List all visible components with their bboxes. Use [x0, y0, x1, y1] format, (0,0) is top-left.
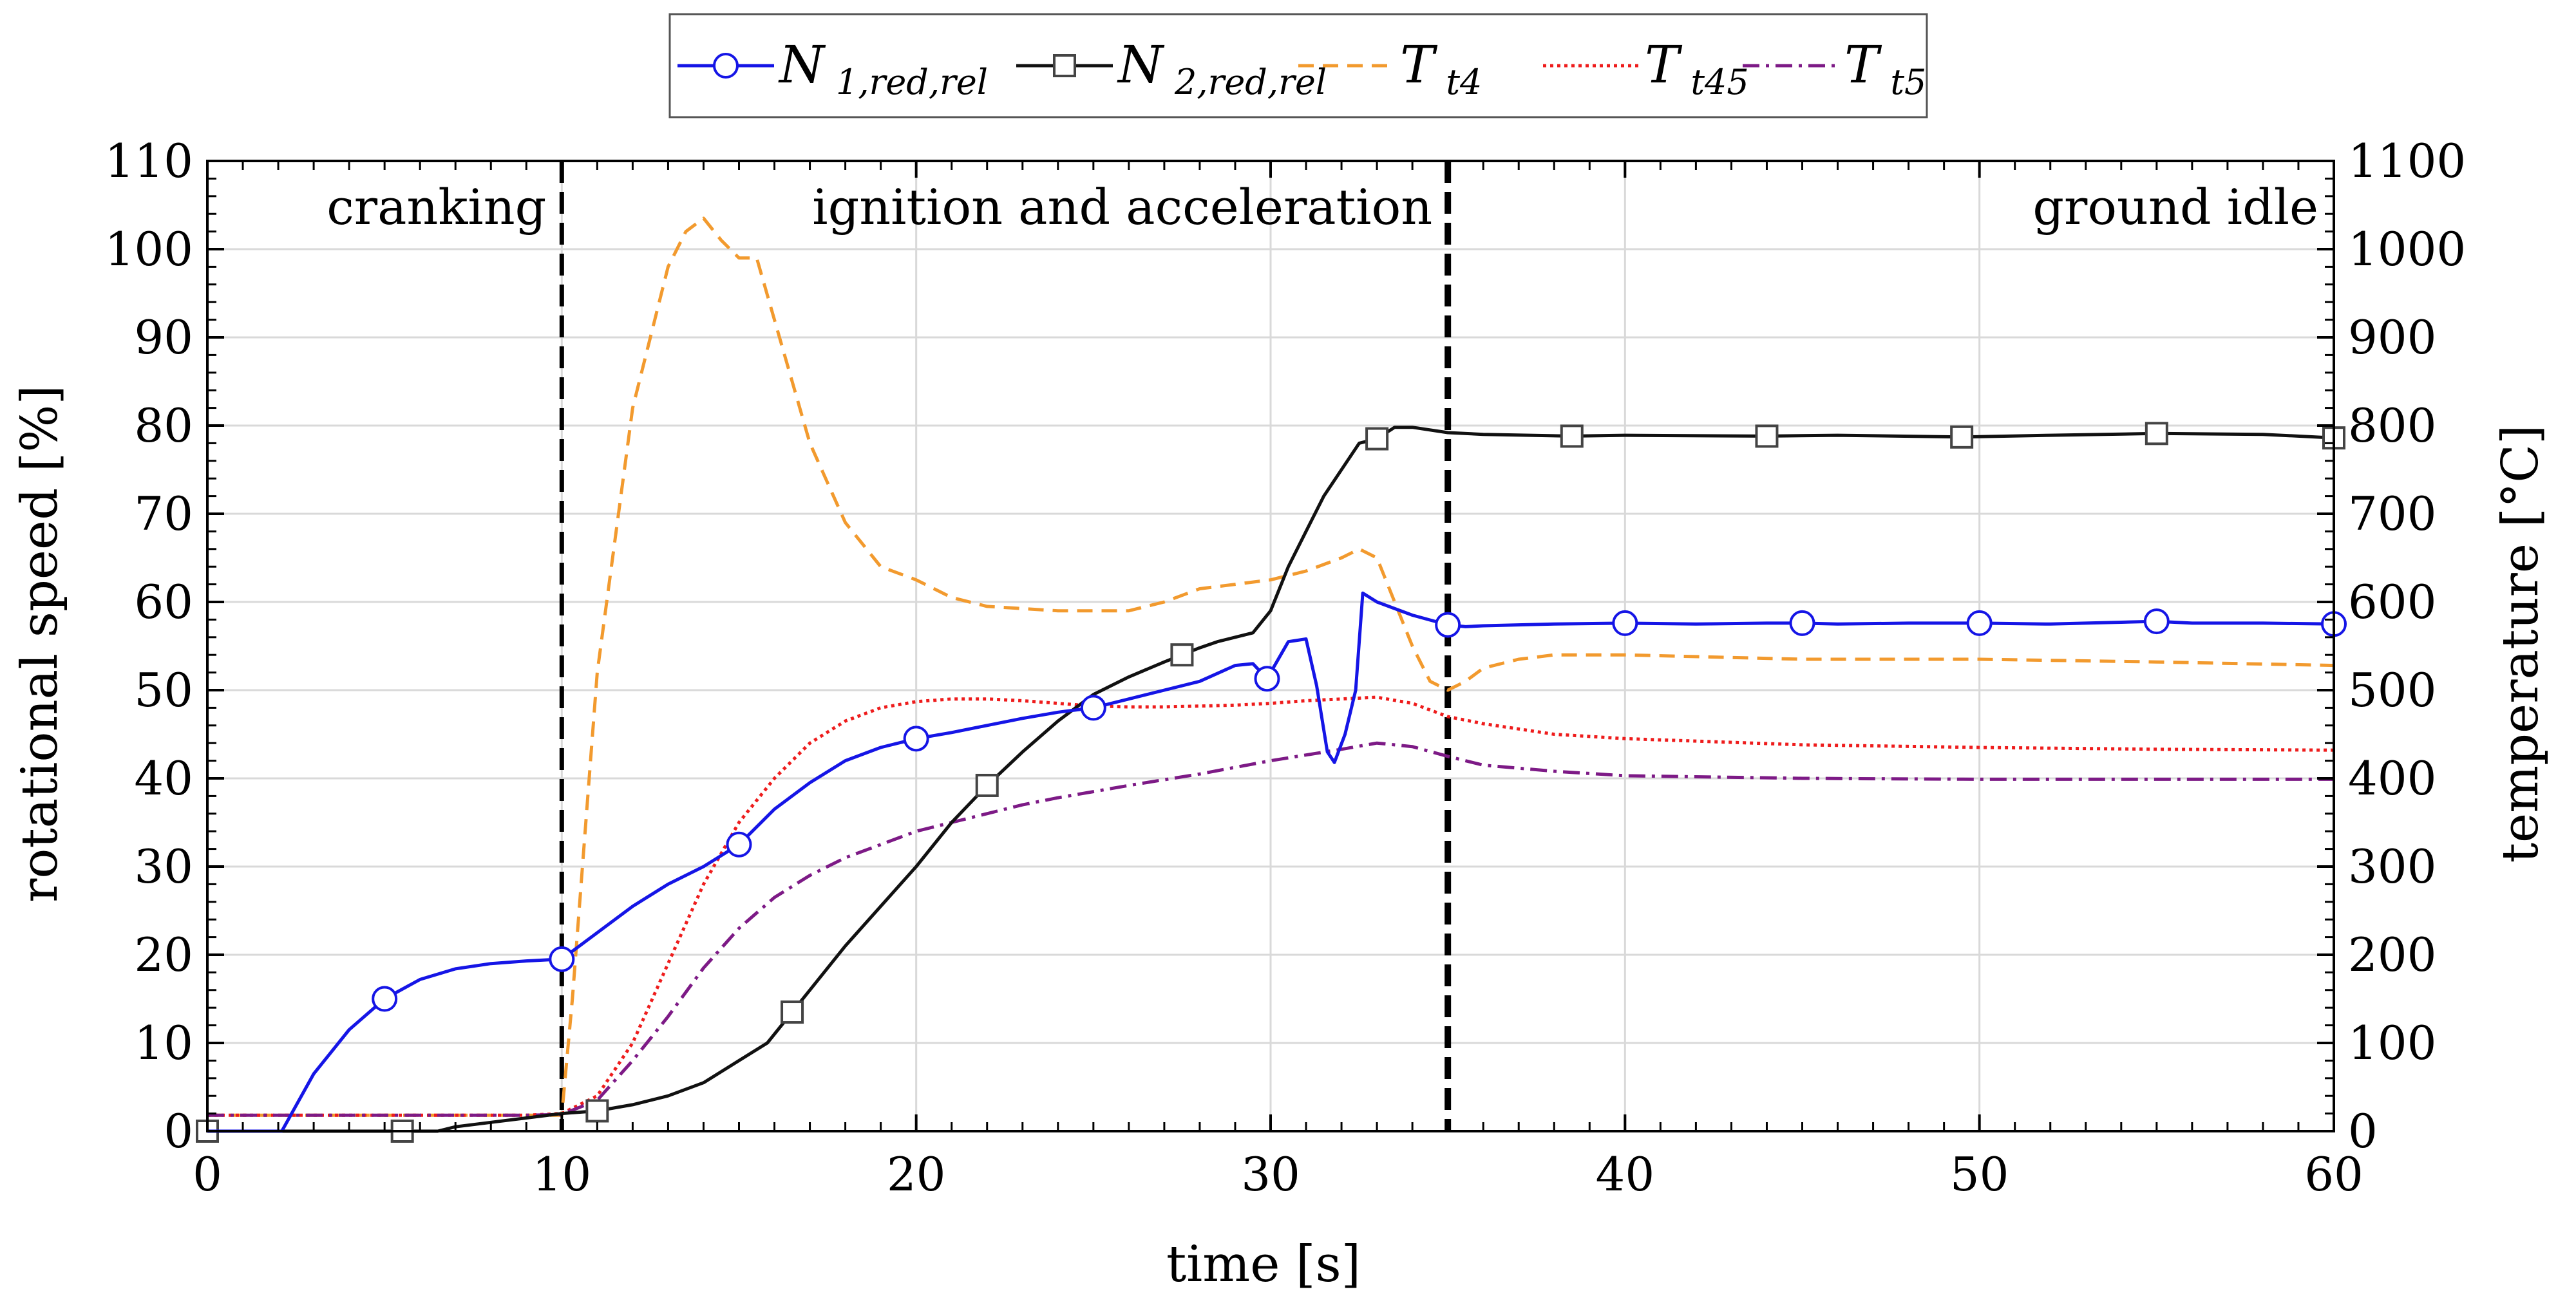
- y2-tick-label: 200: [2348, 928, 2436, 982]
- y-tick-label: 100: [105, 222, 193, 276]
- y2-tick-label: 100: [2348, 1016, 2436, 1070]
- y2-tick-label: 800: [2348, 399, 2436, 453]
- data-point-marker: [1254, 666, 1280, 692]
- legend-label: N 2,red,rel: [1117, 35, 1327, 102]
- data-point-marker: [1365, 427, 1389, 451]
- data-point-marker: [1755, 424, 1779, 448]
- y-tick-label: 110: [105, 134, 193, 188]
- series-t-t5: [207, 741, 2334, 1117]
- y2-tick-label: 600: [2348, 575, 2436, 629]
- y-axis-ticks: 0 10 20 30 40 50 60 70 80 90 100 110: [105, 134, 224, 1158]
- y-tick-label: 50: [134, 663, 193, 717]
- y2-tick-label: 900: [2348, 310, 2436, 364]
- y-tick-label: 80: [134, 399, 193, 453]
- series-n-1-red-rel: [207, 591, 2347, 1133]
- y2-axis-ticks: 0 100 200 300 400 500 600 700 800 900 1000 1100: [2317, 134, 2466, 1158]
- data-point-marker: [2143, 608, 2170, 635]
- y-tick-label: 60: [134, 575, 193, 629]
- series-line-n-1-red-rel: [207, 591, 2334, 1133]
- data-point-marker: [549, 946, 575, 972]
- y-tick-label: 0: [164, 1104, 193, 1158]
- phase-label: ignition and acceleration: [812, 178, 1432, 236]
- x-tick-label: 50: [1950, 1147, 2009, 1201]
- data-point-marker: [1789, 610, 1815, 636]
- x-tick-label: 30: [1241, 1147, 1300, 1201]
- data-point-marker: [975, 773, 999, 797]
- y2-tick-label: 0: [2348, 1104, 2378, 1158]
- data-point-marker: [1966, 610, 1993, 636]
- y-tick-label: 70: [134, 487, 193, 541]
- y2-tick-label: 300: [2348, 840, 2436, 894]
- y2-tick-label: 1000: [2348, 222, 2466, 276]
- series-layer: [196, 216, 2347, 1143]
- data-point-marker: [726, 831, 752, 858]
- y-tick-label: 10: [134, 1016, 193, 1070]
- data-point-marker: [1950, 425, 1974, 449]
- y-tick-label: 40: [134, 751, 193, 805]
- x-tick-label: 40: [1596, 1147, 1655, 1201]
- series-line-t-t45: [207, 695, 2334, 1117]
- legend-label: N 1,red,rel: [778, 35, 988, 102]
- x-axis-label: time [s]: [1166, 1235, 1361, 1293]
- phase-lines: [559, 161, 1452, 1131]
- y2-tick-label: 500: [2348, 663, 2436, 717]
- data-point-marker: [1170, 643, 1194, 667]
- y-tick-label: 90: [134, 310, 193, 364]
- data-point-marker: [1080, 695, 1106, 721]
- y2-axis-label: temperature [°C]: [2492, 425, 2550, 863]
- phase-label: ground idle: [2032, 178, 2318, 236]
- y-axis-label: rotational speed [%]: [11, 385, 69, 903]
- phase-labels: cranking ignition and acceleration ground …: [327, 178, 2318, 236]
- x-tick-label: 20: [887, 1147, 946, 1201]
- legend-item: N 2,red,rel: [1016, 35, 1327, 102]
- phase-label: cranking: [327, 178, 546, 236]
- data-point-marker: [585, 1099, 609, 1123]
- data-point-marker: [1560, 424, 1584, 448]
- legend-marker: [1053, 54, 1076, 77]
- data-point-marker: [1435, 612, 1461, 638]
- legend-item: N 1,red,rel: [677, 35, 988, 102]
- legend-marker: [713, 53, 739, 79]
- minor-ticks: [207, 161, 2334, 1131]
- x-tick-label: 10: [533, 1147, 592, 1201]
- data-point-marker: [781, 1000, 804, 1024]
- data-point-marker: [903, 726, 929, 752]
- series-line-t-t5: [207, 741, 2334, 1117]
- x-tick-label: 0: [193, 1147, 222, 1201]
- y2-tick-label: 1100: [2348, 134, 2466, 188]
- y2-tick-label: 700: [2348, 487, 2436, 541]
- grid: [207, 161, 2334, 1131]
- data-point-marker: [2145, 422, 2168, 446]
- data-point-marker: [1612, 610, 1638, 636]
- y2-tick-label: 400: [2348, 751, 2436, 805]
- data-point-marker: [372, 986, 398, 1012]
- series-t-t45: [207, 695, 2334, 1117]
- y-tick-label: 20: [134, 928, 193, 982]
- x-axis-ticks: 0 10 20 30 40 50 60: [193, 161, 2363, 1201]
- x-tick-label: 60: [2304, 1147, 2363, 1201]
- y-tick-label: 30: [134, 840, 193, 894]
